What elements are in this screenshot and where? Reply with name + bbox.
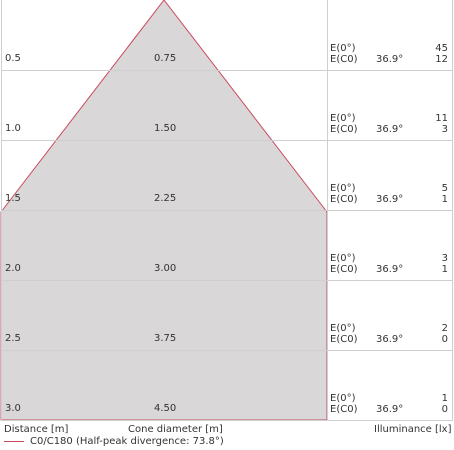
angle-value: 36.9°: [376, 334, 404, 345]
cone-diameter-axis-label: Cone diameter [m]: [128, 424, 223, 435]
cone-diameter-value: 2.25: [154, 193, 177, 204]
ec0-value: 1: [441, 264, 448, 275]
ec0-label: E(C0): [330, 334, 358, 345]
cone-diameter-value: 0.75: [154, 53, 177, 64]
cone-diameter-value: 3.00: [154, 263, 177, 274]
e0-value: 11: [435, 113, 448, 124]
angle-value: 36.9°: [376, 264, 404, 275]
distance-value: 0.5: [5, 53, 21, 64]
e0-value: 2: [441, 323, 448, 334]
e0-label: E(0°): [330, 183, 356, 194]
legend-line-swatch: [4, 441, 24, 442]
cone-diameter-value: 1.50: [154, 123, 177, 134]
distance-value: 2.5: [5, 333, 21, 344]
e0-label: E(0°): [330, 253, 356, 264]
e0-label: E(0°): [330, 43, 356, 54]
cone-diameter-value: 3.75: [154, 333, 177, 344]
e0-value: 5: [441, 183, 448, 194]
e0-value: 3: [441, 253, 448, 264]
ec0-label: E(C0): [330, 124, 358, 135]
distance-value: 1.5: [5, 193, 21, 204]
grid-lines: [1, 0, 453, 421]
angle-value: 36.9°: [376, 404, 404, 415]
ec0-value: 1: [441, 194, 448, 205]
ec0-value: 12: [435, 54, 448, 65]
distance-axis-label: Distance [m]: [4, 424, 69, 435]
angle-value: 36.9°: [376, 54, 404, 65]
ec0-value: 0: [441, 404, 448, 415]
angle-value: 36.9°: [376, 194, 404, 205]
e0-label: E(0°): [330, 323, 356, 334]
illuminance-axis-label: Illuminance [lx]: [374, 424, 452, 435]
legend-text: C0/C180 (Half-peak divergence: 73.8°): [30, 436, 224, 447]
e0-label: E(0°): [330, 393, 356, 404]
e0-value: 45: [435, 43, 448, 54]
cone-diameter-value: 4.50: [154, 403, 177, 414]
ec0-value: 3: [441, 124, 448, 135]
ec0-value: 0: [441, 334, 448, 345]
distance-value: 1.0: [5, 123, 21, 134]
distance-value: 3.0: [5, 403, 21, 414]
e0-value: 1: [441, 393, 448, 404]
distance-value: 2.0: [5, 263, 21, 274]
ec0-label: E(C0): [330, 264, 358, 275]
ec0-label: E(C0): [330, 404, 358, 415]
angle-value: 36.9°: [376, 124, 404, 135]
ec0-label: E(C0): [330, 194, 358, 205]
ec0-label: E(C0): [330, 54, 358, 65]
e0-label: E(0°): [330, 113, 356, 124]
